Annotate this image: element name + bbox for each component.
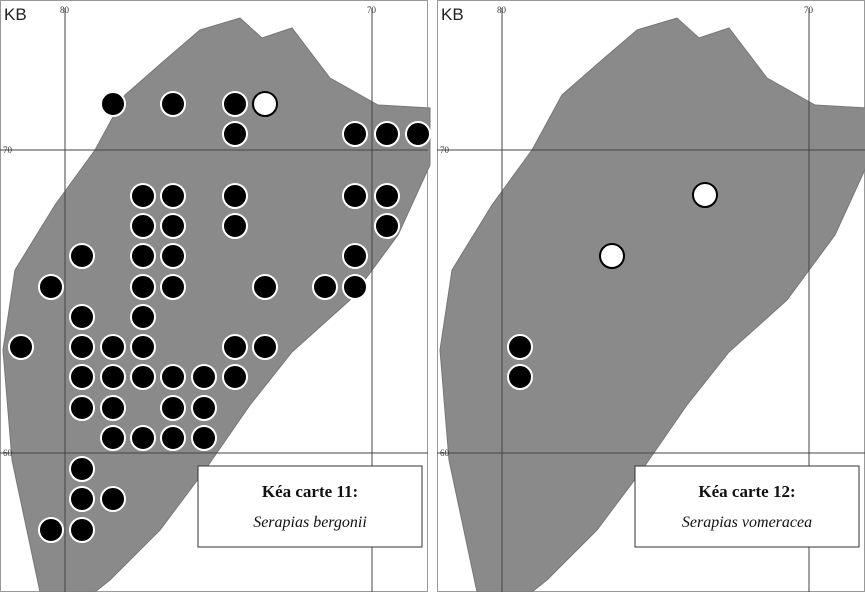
record-dot <box>101 426 125 450</box>
record-dot <box>223 92 247 116</box>
record-dot <box>70 244 94 268</box>
record-dot <box>70 335 94 359</box>
grid-label: 80 <box>60 5 70 15</box>
record-dot <box>161 426 185 450</box>
record-dot <box>161 244 185 268</box>
grid-label: 60 <box>440 448 450 458</box>
record-dot <box>9 335 33 359</box>
caption-title: Kéa carte 11: <box>262 482 358 501</box>
record-dot <box>161 396 185 420</box>
grid-label: 70 <box>3 145 13 155</box>
record-dot <box>131 426 155 450</box>
record-dot <box>375 184 399 208</box>
record-dot <box>343 122 367 146</box>
record-dot <box>131 335 155 359</box>
record-dot <box>161 92 185 116</box>
corner-label: KB <box>4 5 27 24</box>
record-dot-open <box>600 244 624 268</box>
record-dot <box>39 518 63 542</box>
record-dot <box>223 184 247 208</box>
record-dot <box>223 365 247 389</box>
record-dot <box>101 335 125 359</box>
caption-species: Serapias vomeracea <box>682 514 812 531</box>
record-dot <box>508 335 532 359</box>
record-dot <box>39 275 63 299</box>
record-dot <box>70 487 94 511</box>
map-panel: KB 80 70 70 60 Kéa carte 11: Serapias bergonii <box>0 1 430 592</box>
record-dot <box>131 365 155 389</box>
record-dot <box>70 457 94 481</box>
record-dot <box>343 244 367 268</box>
record-dot <box>131 214 155 238</box>
record-dot-open <box>693 183 717 207</box>
record-dot <box>101 487 125 511</box>
caption-box <box>635 466 859 547</box>
record-dot <box>192 365 216 389</box>
grid-label: 70 <box>367 5 377 15</box>
caption-title: Kéa carte 12: <box>698 482 795 501</box>
record-dot <box>192 426 216 450</box>
record-dot <box>70 396 94 420</box>
record-dot <box>70 365 94 389</box>
record-dot <box>223 214 247 238</box>
record-dot <box>131 275 155 299</box>
record-dot <box>313 275 337 299</box>
record-dot <box>131 244 155 268</box>
record-dot <box>375 122 399 146</box>
grid-label: 70 <box>804 5 814 15</box>
caption-species: Serapias bergonii <box>253 514 367 531</box>
record-dot <box>70 305 94 329</box>
record-dot <box>70 518 94 542</box>
record-dot <box>192 396 216 420</box>
record-dot <box>161 184 185 208</box>
grid-label: 80 <box>497 5 507 15</box>
grid-label: 70 <box>440 145 450 155</box>
record-dot <box>343 184 367 208</box>
record-dot <box>253 335 277 359</box>
record-dot <box>223 335 247 359</box>
record-dot <box>343 275 367 299</box>
maps: KB 80 70 70 60 Kéa carte 11: Serapias bergonii… <box>0 0 865 592</box>
record-dot <box>406 122 430 146</box>
record-dot <box>101 92 125 116</box>
record-dot <box>101 396 125 420</box>
record-dot <box>223 122 247 146</box>
record-dot <box>161 365 185 389</box>
record-dot-open <box>253 92 277 116</box>
corner-label: KB <box>441 5 464 24</box>
record-dot <box>161 275 185 299</box>
grid-label: 60 <box>3 448 13 458</box>
record-dot <box>131 184 155 208</box>
record-dot <box>131 305 155 329</box>
record-dot <box>508 365 532 389</box>
map-panel: KB 80 70 70 60 Kéa carte 12: Serapias vomerace… <box>437 1 865 592</box>
record-dot <box>253 275 277 299</box>
record-dot <box>375 214 399 238</box>
record-dot <box>161 214 185 238</box>
record-dot <box>101 365 125 389</box>
caption-box <box>198 466 422 547</box>
